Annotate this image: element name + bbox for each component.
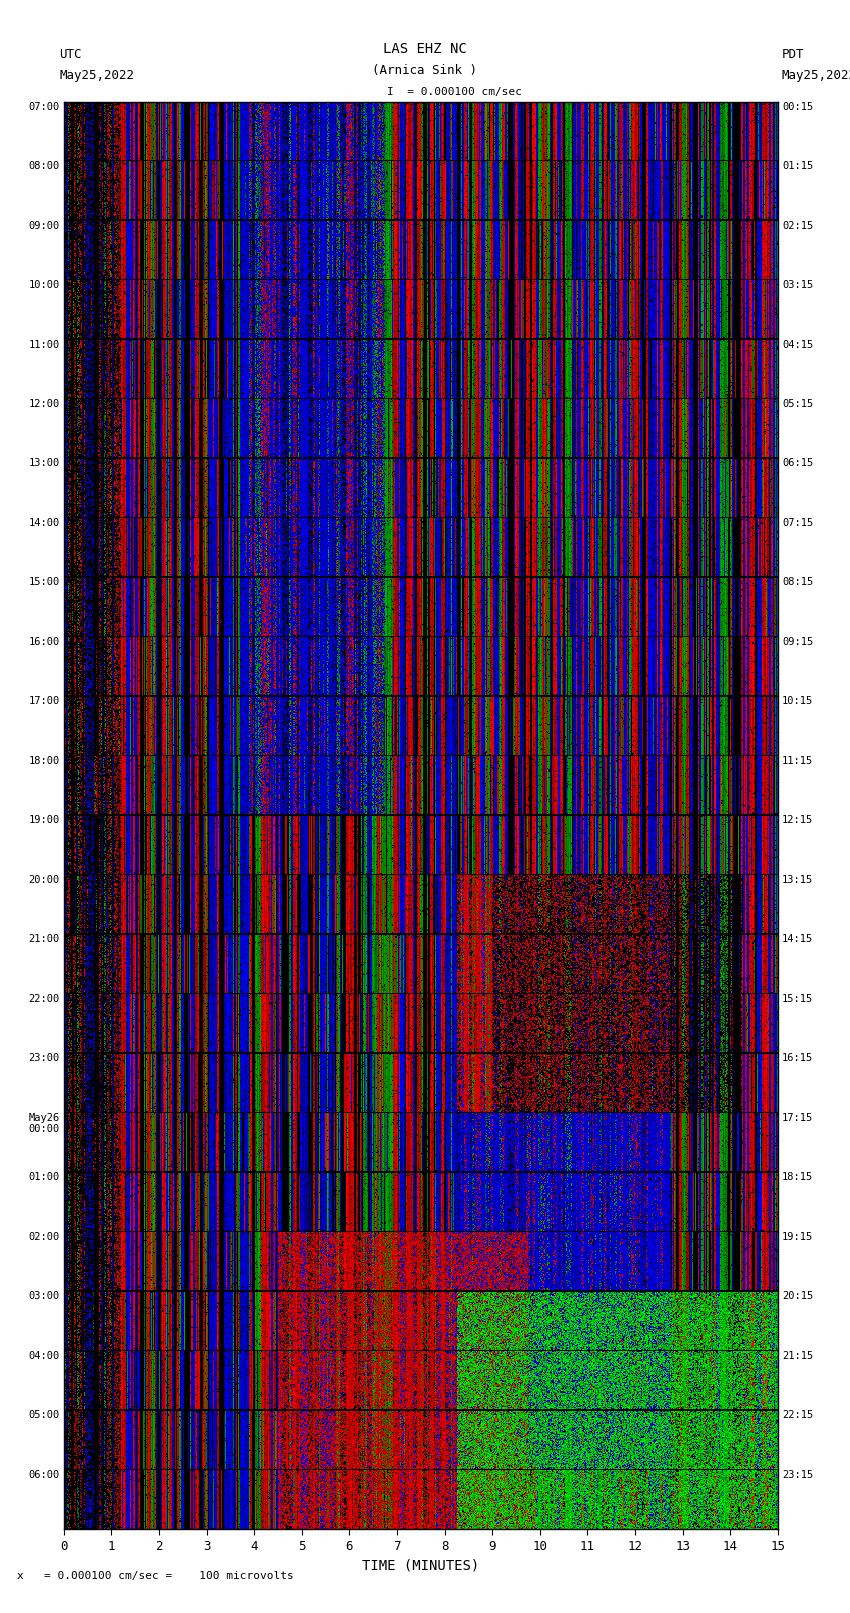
Text: 21:00: 21:00	[28, 934, 60, 944]
Text: 16:00: 16:00	[28, 637, 60, 647]
Text: 00:15: 00:15	[782, 102, 813, 111]
Text: 14:15: 14:15	[782, 934, 813, 944]
Text: 17:00: 17:00	[28, 697, 60, 706]
Text: 12:00: 12:00	[28, 398, 60, 410]
Text: 17:15: 17:15	[782, 1113, 813, 1123]
Text: 13:15: 13:15	[782, 874, 813, 886]
Text: 11:00: 11:00	[28, 340, 60, 350]
Text: 03:15: 03:15	[782, 281, 813, 290]
Text: LAS EHZ NC: LAS EHZ NC	[383, 42, 467, 56]
Text: 15:15: 15:15	[782, 994, 813, 1003]
Text: 08:15: 08:15	[782, 577, 813, 587]
Text: 22:15: 22:15	[782, 1410, 813, 1419]
Text: UTC: UTC	[60, 48, 82, 61]
Text: (Arnica Sink ): (Arnica Sink )	[372, 65, 478, 77]
Text: 08:00: 08:00	[28, 161, 60, 171]
Text: 05:15: 05:15	[782, 398, 813, 410]
Text: 22:00: 22:00	[28, 994, 60, 1003]
Text: 18:00: 18:00	[28, 756, 60, 766]
Text: x   = 0.000100 cm/sec =    100 microvolts: x = 0.000100 cm/sec = 100 microvolts	[17, 1571, 294, 1581]
Text: 15:00: 15:00	[28, 577, 60, 587]
Text: 13:00: 13:00	[28, 458, 60, 468]
Text: 02:15: 02:15	[782, 221, 813, 231]
Text: I  = 0.000100 cm/sec: I = 0.000100 cm/sec	[387, 87, 522, 97]
X-axis label: TIME (MINUTES): TIME (MINUTES)	[362, 1558, 479, 1573]
Text: 14:00: 14:00	[28, 518, 60, 527]
Text: 05:00: 05:00	[28, 1410, 60, 1419]
Text: 09:00: 09:00	[28, 221, 60, 231]
Text: 23:00: 23:00	[28, 1053, 60, 1063]
Text: 16:15: 16:15	[782, 1053, 813, 1063]
Text: 04:00: 04:00	[28, 1350, 60, 1361]
Text: 19:00: 19:00	[28, 816, 60, 826]
Text: 07:15: 07:15	[782, 518, 813, 527]
Text: 18:15: 18:15	[782, 1173, 813, 1182]
Text: 20:00: 20:00	[28, 874, 60, 886]
Text: 01:00: 01:00	[28, 1173, 60, 1182]
Text: 01:15: 01:15	[782, 161, 813, 171]
Text: 03:00: 03:00	[28, 1290, 60, 1302]
Text: PDT: PDT	[782, 48, 804, 61]
Text: 06:15: 06:15	[782, 458, 813, 468]
Text: 04:15: 04:15	[782, 340, 813, 350]
Text: 07:00: 07:00	[28, 102, 60, 111]
Text: 10:00: 10:00	[28, 281, 60, 290]
Text: May25,2022: May25,2022	[60, 69, 134, 82]
Text: 12:15: 12:15	[782, 816, 813, 826]
Text: 19:15: 19:15	[782, 1232, 813, 1242]
Text: 09:15: 09:15	[782, 637, 813, 647]
Text: May25,2022: May25,2022	[782, 69, 850, 82]
Text: 11:15: 11:15	[782, 756, 813, 766]
Text: May26
00:00: May26 00:00	[28, 1113, 60, 1134]
Text: 23:15: 23:15	[782, 1469, 813, 1479]
Text: 02:00: 02:00	[28, 1232, 60, 1242]
Text: 10:15: 10:15	[782, 697, 813, 706]
Text: 06:00: 06:00	[28, 1469, 60, 1479]
Text: 21:15: 21:15	[782, 1350, 813, 1361]
Text: 20:15: 20:15	[782, 1290, 813, 1302]
